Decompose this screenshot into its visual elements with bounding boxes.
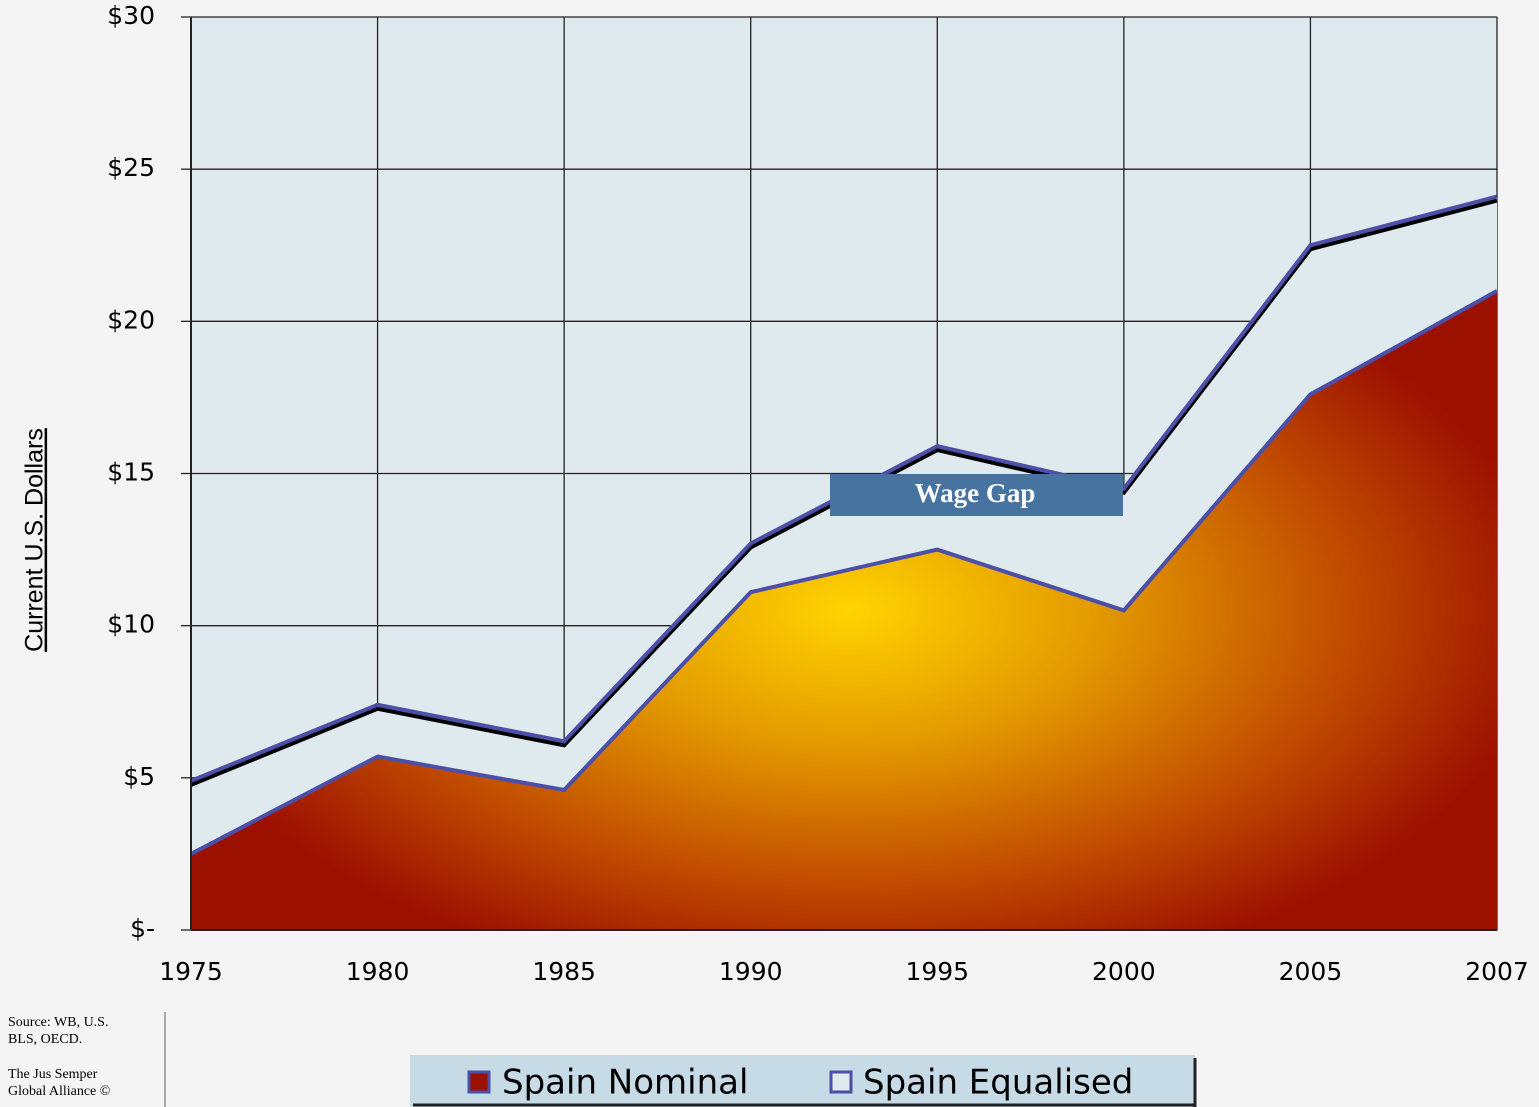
legend-swatch — [467, 1070, 491, 1094]
x-tick-label: 1995 — [905, 957, 969, 986]
x-tick-label: 1975 — [159, 957, 223, 986]
area — [191, 290, 1497, 930]
y-tick-label: $25 — [107, 153, 155, 182]
y-tick-label: $- — [130, 914, 155, 943]
line — [190, 289, 1498, 856]
annotation-box — [830, 474, 1123, 516]
x-tick-label: 2000 — [1092, 957, 1156, 986]
y-tick-label: $30 — [107, 1, 155, 30]
source-text: Source: WB, U.S. — [8, 1015, 108, 1030]
annotation: Wage Gap — [915, 478, 1036, 508]
source-text: The Jus Semper — [8, 1067, 98, 1082]
x-tick-label: 2005 — [1279, 957, 1343, 986]
y-axis-label: Current U.S. Dollars — [21, 428, 49, 652]
source-text: Global Alliance © — [8, 1084, 111, 1099]
y-tick-label: $5 — [123, 762, 155, 791]
x-tick-label: 1985 — [532, 957, 596, 986]
legend-label: Spain Equalised — [863, 1063, 1133, 1103]
legend-swatch — [829, 1070, 853, 1094]
legend — [410, 1055, 1195, 1107]
x-tick-label: 1990 — [719, 957, 783, 986]
y-tick-label: $20 — [107, 305, 155, 334]
x-tick-label: 2007 — [1465, 957, 1529, 986]
legend-label: Spain Nominal — [502, 1063, 748, 1103]
y-tick-label: $10 — [107, 610, 155, 639]
x-tick-label: 1980 — [346, 957, 410, 986]
source-text: BLS, OECD. — [8, 1032, 82, 1047]
y-tick-label: $15 — [107, 458, 155, 487]
